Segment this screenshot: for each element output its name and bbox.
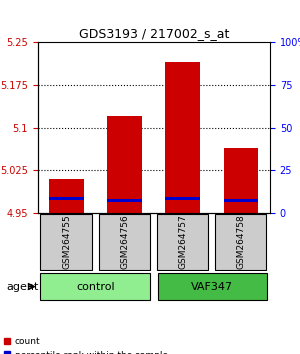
FancyBboxPatch shape [40,273,150,300]
Bar [49,197,84,200]
Legend: count, percentile rank within the sample: count, percentile rank within the sample [0,333,171,354]
Bar [165,197,200,200]
Text: GSM264756: GSM264756 [120,215,129,269]
Bar [165,62,200,213]
FancyBboxPatch shape [98,214,150,270]
Title: GDS3193 / 217002_s_at: GDS3193 / 217002_s_at [79,27,229,40]
Bar [224,148,258,213]
FancyBboxPatch shape [215,214,266,270]
Bar [224,199,258,202]
Text: VAF347: VAF347 [191,281,233,292]
Bar [107,199,142,202]
FancyBboxPatch shape [158,273,267,300]
Text: control: control [76,281,115,292]
FancyBboxPatch shape [157,214,208,270]
Text: agent: agent [6,281,39,292]
Text: GSM264758: GSM264758 [236,215,245,269]
Bar [107,116,142,213]
FancyBboxPatch shape [40,214,92,270]
Bar [49,179,84,213]
Text: GSM264755: GSM264755 [62,215,71,269]
Text: GSM264757: GSM264757 [178,215,187,269]
